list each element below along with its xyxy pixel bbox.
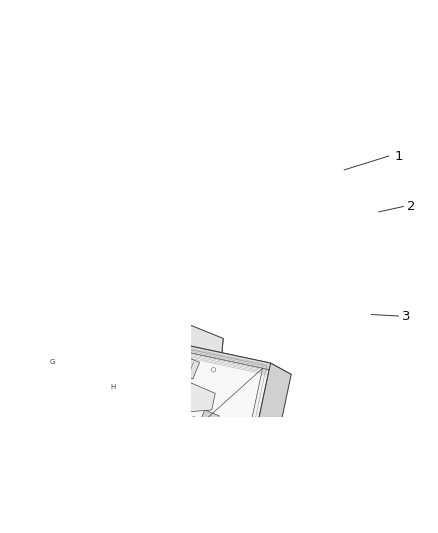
- Polygon shape: [83, 405, 251, 454]
- Polygon shape: [194, 454, 219, 469]
- Polygon shape: [83, 343, 107, 376]
- Text: 3: 3: [402, 310, 411, 322]
- Polygon shape: [92, 335, 263, 432]
- Polygon shape: [168, 415, 187, 429]
- Polygon shape: [157, 382, 215, 413]
- Polygon shape: [62, 389, 83, 414]
- Polygon shape: [71, 340, 109, 379]
- Polygon shape: [101, 350, 125, 384]
- Polygon shape: [126, 398, 145, 412]
- Polygon shape: [35, 325, 73, 364]
- Polygon shape: [0, 336, 21, 355]
- Polygon shape: [139, 341, 170, 367]
- Polygon shape: [78, 316, 109, 342]
- Polygon shape: [95, 432, 120, 448]
- Polygon shape: [43, 266, 223, 368]
- Polygon shape: [9, 334, 26, 348]
- Text: G: G: [50, 359, 55, 366]
- Polygon shape: [80, 327, 271, 457]
- Text: 2: 2: [407, 200, 416, 213]
- Polygon shape: [170, 353, 200, 379]
- Polygon shape: [145, 443, 169, 458]
- Polygon shape: [19, 309, 36, 323]
- Polygon shape: [20, 266, 46, 353]
- Polygon shape: [14, 321, 31, 336]
- Polygon shape: [36, 324, 84, 365]
- Polygon shape: [80, 421, 271, 468]
- Polygon shape: [197, 338, 223, 425]
- Polygon shape: [4, 320, 27, 340]
- Polygon shape: [20, 296, 220, 425]
- Polygon shape: [24, 296, 41, 311]
- Polygon shape: [79, 379, 98, 393]
- Polygon shape: [109, 328, 139, 354]
- Text: 1: 1: [395, 150, 403, 163]
- Polygon shape: [100, 327, 291, 374]
- Polygon shape: [251, 363, 291, 468]
- Polygon shape: [150, 371, 193, 413]
- Text: H: H: [110, 384, 115, 390]
- Polygon shape: [32, 360, 51, 374]
- Polygon shape: [20, 324, 200, 425]
- Polygon shape: [48, 304, 78, 330]
- Polygon shape: [26, 302, 215, 419]
- Polygon shape: [197, 410, 219, 434]
- Polygon shape: [113, 357, 156, 398]
- Circle shape: [132, 372, 152, 392]
- Polygon shape: [273, 444, 290, 466]
